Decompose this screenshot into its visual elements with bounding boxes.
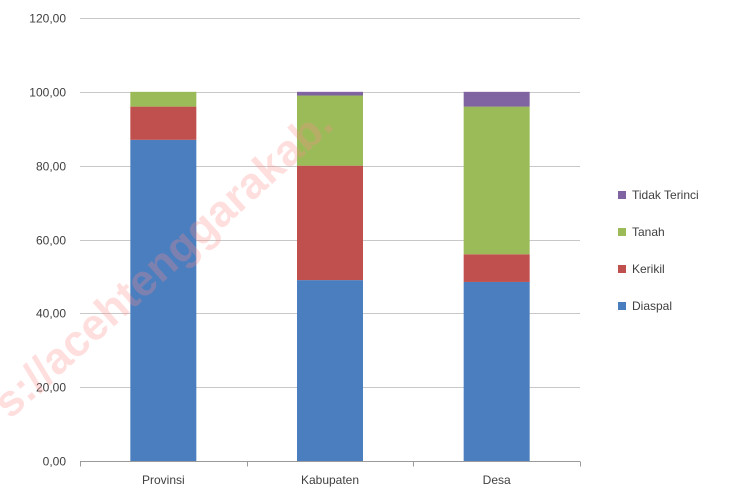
legend-label: Tanah [632,225,665,239]
bar-segment-kerikil-kabupaten [297,165,363,281]
legend-swatch-tidak-terinci [618,191,626,199]
bar-segment-kerikil-provinsi [130,106,197,140]
x-axis-category-labels: Provinsi Kabupaten Desa [142,473,511,487]
y-tick-label: 40,00 [36,307,66,321]
bar-segment-tanah-provinsi [130,91,197,107]
bar-segment-tanah-desa [463,106,530,255]
y-tick-label: 100,00 [29,86,66,100]
x-category-label: Kabupaten [301,473,359,487]
y-tick-label: 120,00 [29,12,66,26]
bar-segment-tidak-terinci-kabupaten [297,91,363,96]
bar-segment-diaspal-kabupaten [297,280,363,461]
x-category-label: Desa [483,473,511,487]
bar-segment-kerikil-desa [463,254,530,282]
y-axis-tick-labels: 0,00 20,00 40,00 60,00 80,00 100,00 120,00 [29,12,66,469]
bar-segment-diaspal-desa [463,281,530,461]
legend-swatch-kerikil [618,265,626,273]
legend: Tidak Terinci Tanah Kerikil Diaspal [618,188,699,313]
legend-swatch-tanah [618,228,626,236]
x-category-label: Provinsi [142,473,185,487]
bar-segment-tidak-terinci-desa [463,91,530,107]
legend-swatch-diaspal [618,302,626,310]
y-tick-label: 20,00 [36,381,66,395]
y-tick-label: 60,00 [36,234,66,248]
y-tick-label: 80,00 [36,160,66,174]
bar-segment-tanah-kabupaten [297,95,363,166]
y-tick-label: 0,00 [43,455,67,469]
legend-label: Tidak Terinci [632,188,699,202]
bar-segment-diaspal-provinsi [130,139,197,461]
legend-label: Kerikil [632,262,665,276]
legend-label: Diaspal [632,299,672,313]
bars [130,91,530,461]
x-axis [80,461,581,467]
